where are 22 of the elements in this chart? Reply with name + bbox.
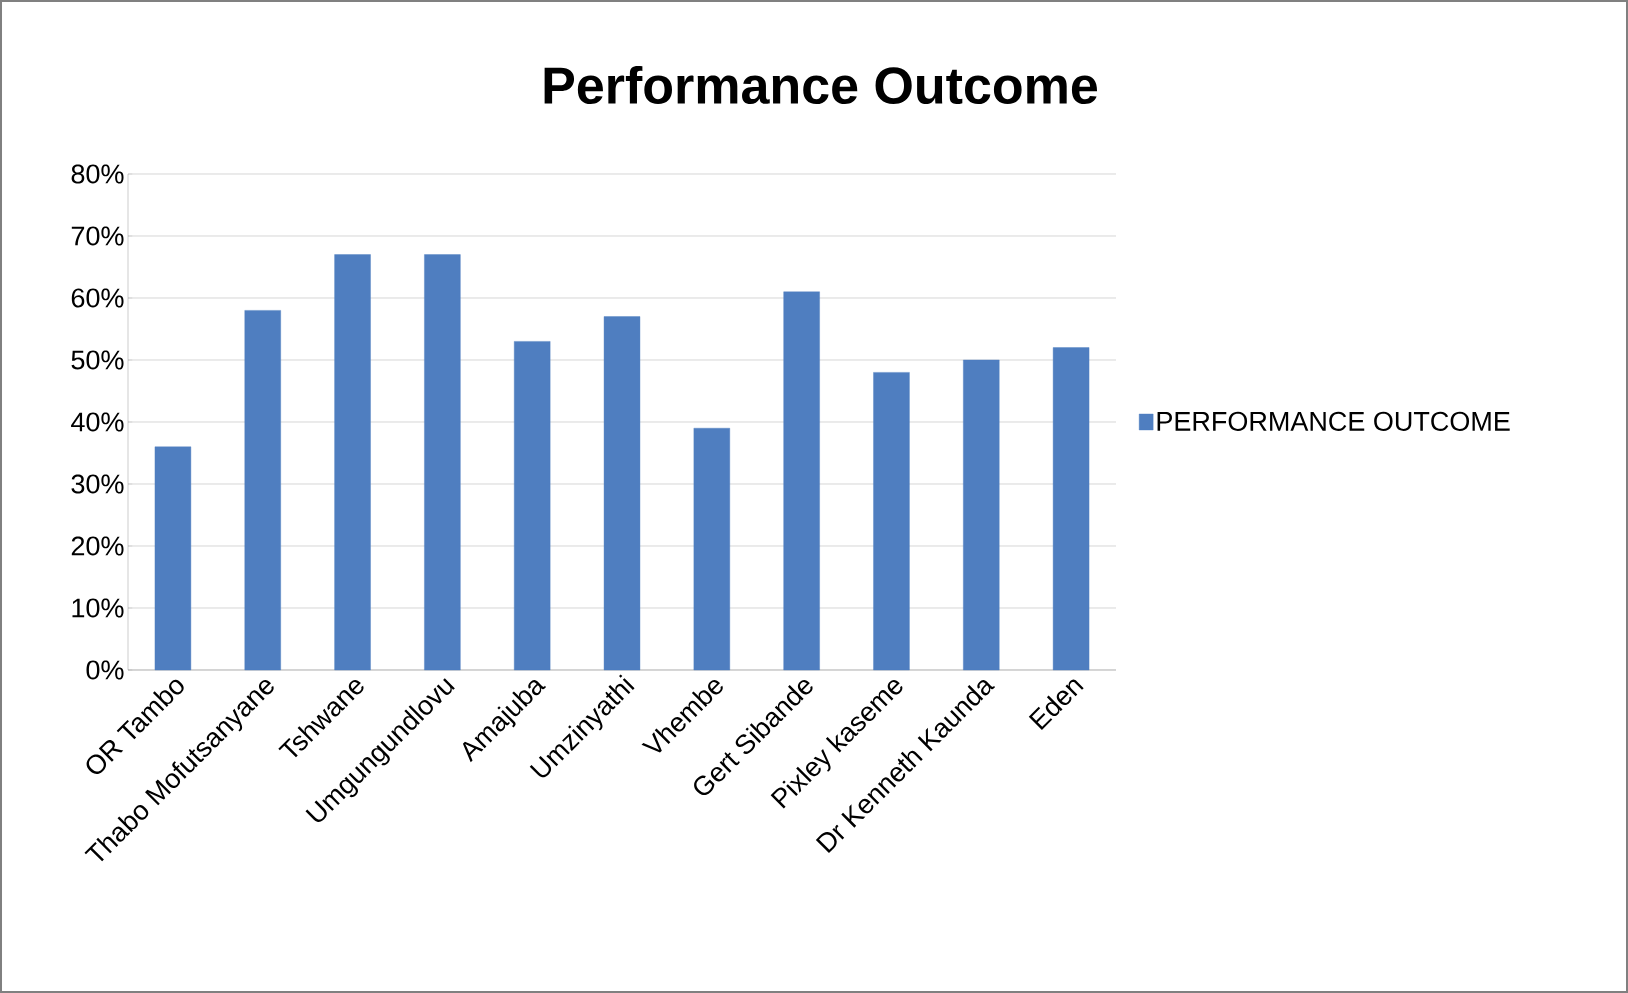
bar [424,254,461,671]
y-tick-label: 30% [71,474,124,494]
y-tick-label: 70% [71,226,124,246]
y-tick-label: 80% [71,164,124,184]
bar [244,310,281,671]
bar [1052,347,1090,671]
bar [873,372,910,671]
legend-label: PERFORMANCE OUTCOME [1157,411,1510,431]
y-tick-label: 0% [86,660,124,680]
bar [334,254,371,671]
y-tick-label: 40% [71,412,124,432]
bar [514,341,551,671]
y-tick-label: 10% [72,598,124,618]
y-tick-label: 20% [71,536,124,556]
y-tick-label: 50% [71,350,124,370]
bar [693,427,730,671]
chart-title: Performance Outcome [544,65,1098,105]
bar [603,316,641,671]
bar [154,446,192,671]
bar [963,359,1000,671]
bar [783,291,820,671]
y-tick-label: 60% [71,288,124,308]
